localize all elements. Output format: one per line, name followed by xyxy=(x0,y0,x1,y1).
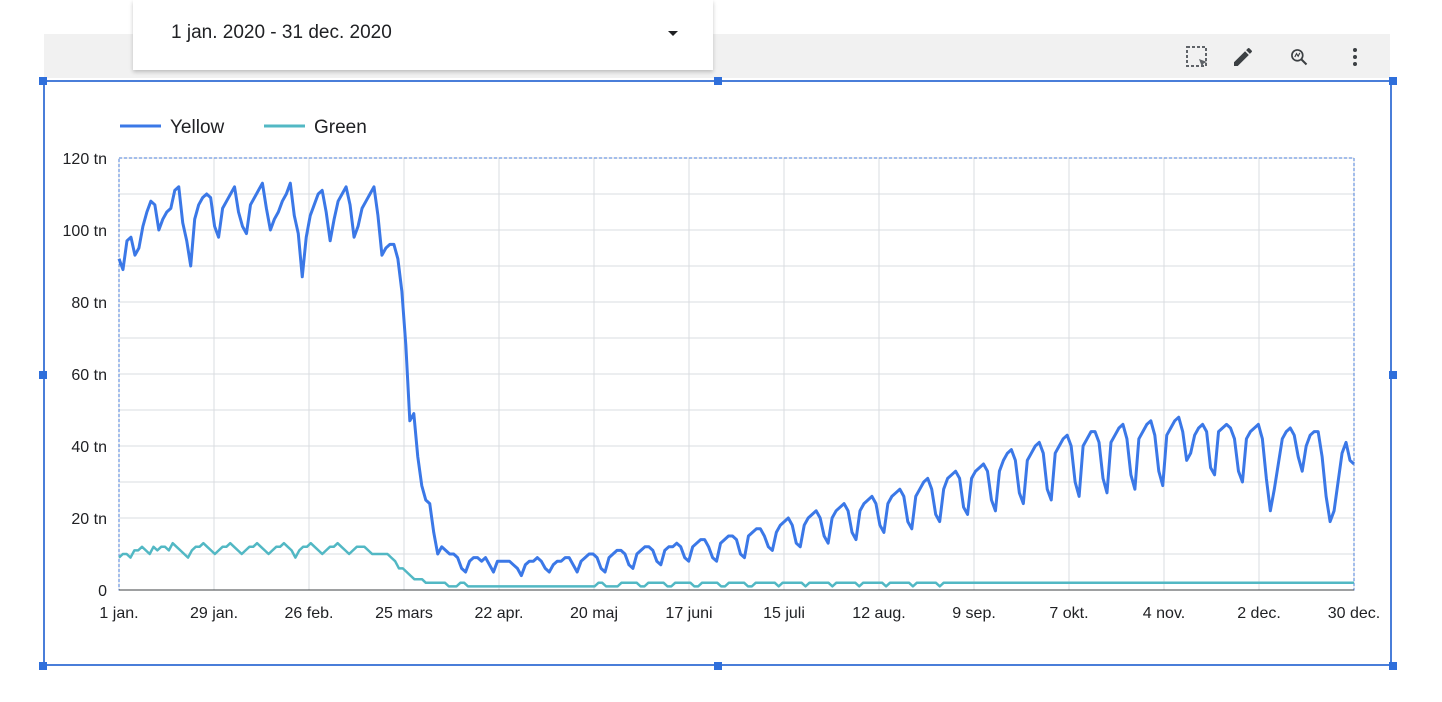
resize-handle-br[interactable] xyxy=(1389,662,1397,670)
x-tick-label: 30 dec. xyxy=(1328,605,1380,622)
legend-label-yellow: Yellow xyxy=(170,117,225,138)
y-tick-label: 120 tn xyxy=(63,151,107,168)
y-tick-label: 60 tn xyxy=(71,367,107,384)
chart-legend: Yellow Green xyxy=(120,117,367,138)
resize-handle-tc[interactable] xyxy=(714,77,722,85)
date-range-selector[interactable]: 1 jan. 2020 - 31 dec. 2020 xyxy=(133,0,713,70)
x-tick-label: 12 aug. xyxy=(852,605,905,622)
y-axis: 0 20 tn 40 tn 60 tn 80 tn 100 tn 120 tn xyxy=(63,151,108,600)
x-tick-label: 26 feb. xyxy=(285,605,334,622)
resize-handle-bl[interactable] xyxy=(39,662,47,670)
caret-down-icon[interactable] xyxy=(668,31,678,36)
edit-pencil-icon[interactable] xyxy=(1230,44,1256,70)
y-tick-label: 0 xyxy=(98,583,107,600)
series-line-green xyxy=(118,541,1354,588)
resize-handle-tl[interactable] xyxy=(39,77,47,85)
series-line-yellow xyxy=(117,181,1356,578)
x-tick-label: 1 jan. xyxy=(99,605,138,622)
y-tick-label: 100 tn xyxy=(63,223,107,240)
select-area-icon[interactable] xyxy=(1184,44,1210,70)
y-tick-label: 80 tn xyxy=(71,295,107,312)
zoom-icon[interactable] xyxy=(1286,44,1312,70)
y-tick-label: 20 tn xyxy=(71,511,107,528)
x-tick-label: 29 jan. xyxy=(190,605,238,622)
x-tick-label: 22 apr. xyxy=(475,605,524,622)
x-tick-label: 7 okt. xyxy=(1049,605,1088,622)
x-tick-label: 4 nov. xyxy=(1143,605,1185,622)
chart-grid xyxy=(118,157,1355,591)
x-axis: 1 jan. 29 jan. 26 feb. 25 mars 22 apr. 20 maj… xyxy=(99,605,1380,622)
x-tick-label: 25 mars xyxy=(375,605,433,622)
resize-handle-ml[interactable] xyxy=(39,371,47,379)
resize-handle-tr[interactable] xyxy=(1389,77,1397,85)
x-tick-label: 15 juli xyxy=(763,605,805,622)
x-tick-label: 2 dec. xyxy=(1237,605,1281,622)
y-tick-label: 40 tn xyxy=(71,439,107,456)
series-layer xyxy=(117,181,1356,588)
date-range-label: 1 jan. 2020 - 31 dec. 2020 xyxy=(171,22,392,43)
x-tick-label: 9 sep. xyxy=(952,605,996,622)
x-tick-label: 17 juni xyxy=(665,605,712,622)
plot-area-border xyxy=(118,157,1355,591)
resize-handle-mr[interactable] xyxy=(1389,371,1397,379)
x-tick-label: 20 maj xyxy=(570,605,618,622)
legend-label-green: Green xyxy=(314,117,367,138)
resize-handle-bc[interactable] xyxy=(714,662,722,670)
more-vert-icon[interactable] xyxy=(1342,44,1368,70)
